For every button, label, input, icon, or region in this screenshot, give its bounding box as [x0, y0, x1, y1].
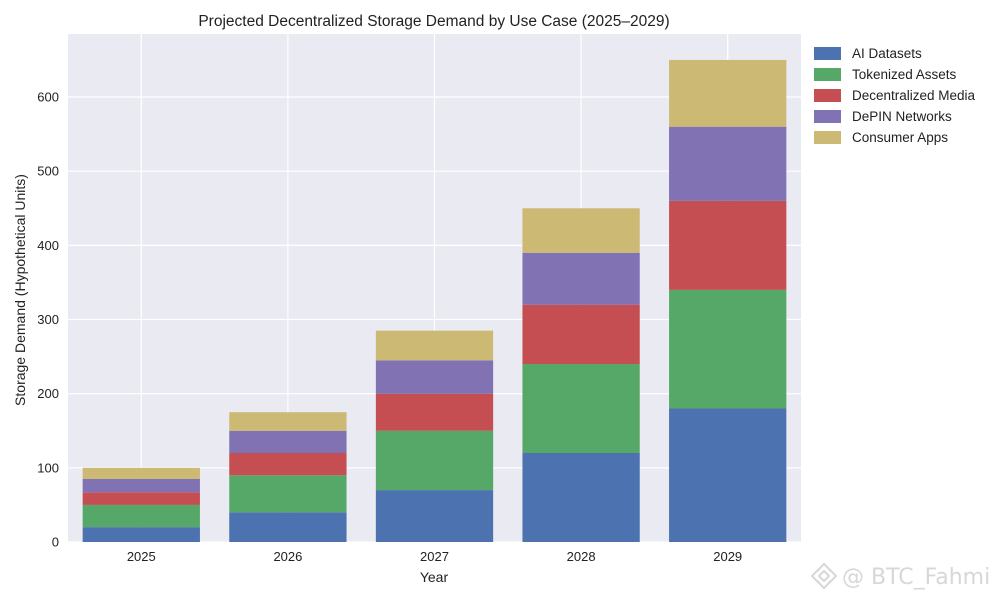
bar-tokenized-assets-2027 — [375, 430, 494, 491]
watermark: @ BTC_Fahmi — [810, 562, 990, 590]
legend-label: Decentralized Media — [852, 88, 976, 103]
y-tick-label: 200 — [37, 386, 59, 401]
y-axis-label: Storage Demand (Hypothetical Units) — [12, 174, 28, 406]
legend-label: AI Datasets — [852, 46, 922, 61]
legend-label: Tokenized Assets — [852, 67, 957, 82]
bar-depin-networks-2026 — [229, 430, 347, 454]
x-tick-label: 2026 — [273, 549, 302, 564]
bar-stack-group — [82, 59, 787, 542]
legend-swatch — [814, 89, 841, 102]
x-axis-label: Year — [420, 569, 449, 585]
binance-logo-icon — [810, 562, 838, 590]
legend: AI Datasets Tokenized Assets Decentralized… — [814, 46, 976, 145]
y-tick-label: 600 — [37, 90, 59, 105]
y-tick-labels: 0 100 200 300 400 500 600 — [37, 90, 59, 550]
bar-ai-datasets-2026 — [229, 512, 347, 542]
bar-depin-networks-2028 — [522, 252, 640, 305]
bar-consumer-apps-2028 — [522, 208, 640, 253]
x-tick-label: 2027 — [420, 549, 449, 564]
bar-decentralized-media-2026 — [229, 453, 347, 476]
bar-tokenized-assets-2028 — [522, 364, 640, 454]
bar-ai-datasets-2028 — [522, 453, 640, 542]
watermark-text: @ BTC_Fahmi — [842, 565, 990, 590]
bar-consumer-apps-2027 — [375, 330, 494, 361]
y-tick-label: 100 — [37, 460, 59, 475]
legend-swatch — [814, 47, 841, 60]
bar-consumer-apps-2026 — [229, 412, 347, 431]
bar-depin-networks-2027 — [375, 360, 494, 394]
y-tick-label: 0 — [52, 535, 59, 550]
bar-ai-datasets-2027 — [375, 490, 494, 542]
chart-title: Projected Decentralized Storage Demand b… — [198, 13, 669, 30]
bar-depin-networks-2025 — [82, 478, 200, 493]
x-tick-label: 2029 — [713, 549, 742, 564]
bar-ai-datasets-2029 — [669, 408, 787, 542]
y-tick-label: 500 — [37, 164, 59, 179]
bar-decentralized-media-2028 — [522, 304, 640, 365]
bar-tokenized-assets-2025 — [82, 504, 200, 528]
legend-label: Consumer Apps — [852, 130, 948, 145]
bar-tokenized-assets-2029 — [669, 289, 787, 409]
bar-ai-datasets-2025 — [82, 527, 200, 542]
x-tick-label: 2028 — [567, 549, 596, 564]
legend-swatch — [814, 131, 841, 144]
y-tick-label: 400 — [37, 238, 59, 253]
legend-swatch — [814, 110, 841, 123]
x-tick-label: 2025 — [127, 549, 156, 564]
bar-decentralized-media-2029 — [669, 200, 787, 290]
y-tick-label: 300 — [37, 312, 59, 327]
bar-consumer-apps-2025 — [82, 467, 200, 479]
bar-depin-networks-2029 — [669, 126, 787, 201]
bar-consumer-apps-2029 — [669, 59, 787, 127]
bar-decentralized-media-2025 — [82, 492, 200, 505]
bar-decentralized-media-2027 — [375, 393, 494, 431]
legend-label: DePIN Networks — [852, 109, 952, 124]
legend-swatch — [814, 68, 841, 81]
x-tick-labels: 2025 2026 2027 2028 2029 — [127, 549, 742, 564]
bar-tokenized-assets-2026 — [229, 475, 347, 513]
